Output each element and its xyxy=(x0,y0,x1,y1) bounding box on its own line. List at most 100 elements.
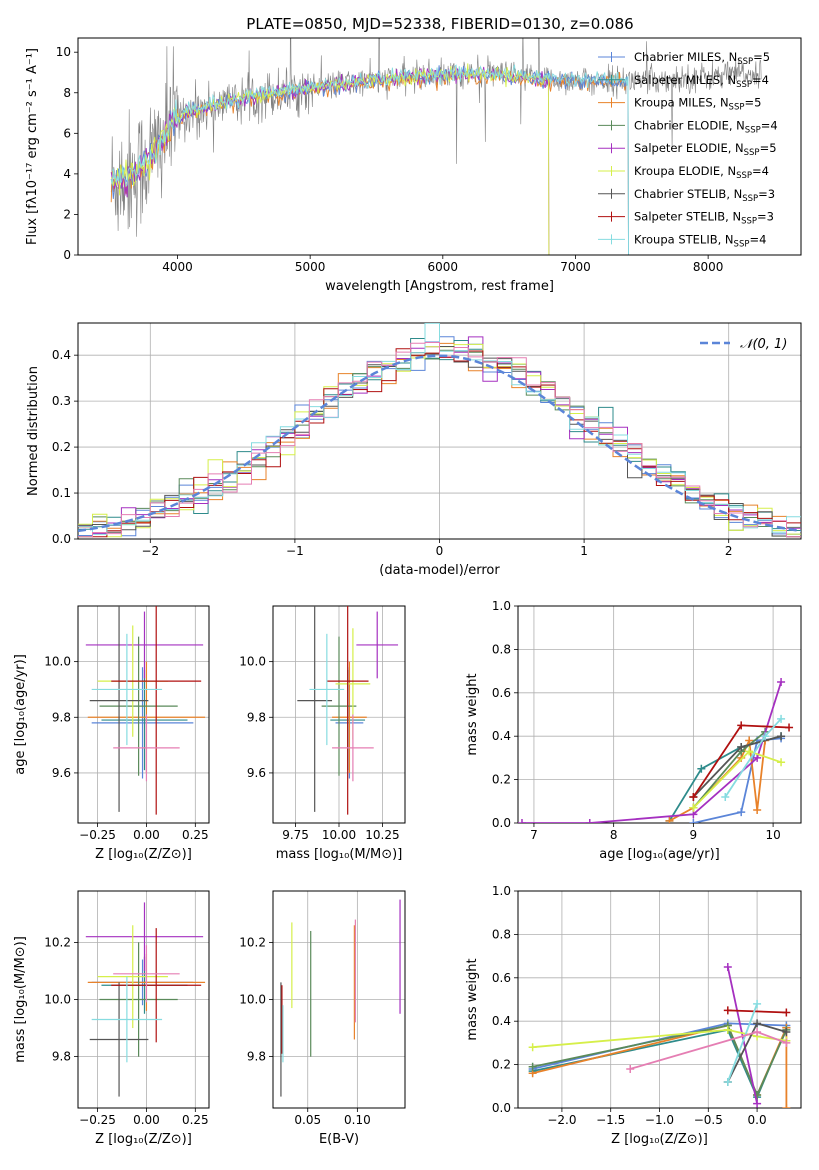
y-tick-label: 4 xyxy=(63,167,71,181)
weight-line-kroupa_elodie xyxy=(532,1028,787,1049)
x-tick-label: 0.0 xyxy=(748,1113,767,1127)
weight-marker xyxy=(689,819,698,823)
x-tick-label: −1.5 xyxy=(596,1113,625,1127)
weight-marker xyxy=(626,1064,635,1073)
x-axis-label: Z [log₁₀(Z/Z⊙)] xyxy=(95,1132,192,1147)
y-tick-label: 0.6 xyxy=(492,686,511,700)
x-tick-label: 0 xyxy=(436,544,444,558)
x-tick-label: 6000 xyxy=(428,260,459,274)
weight-marker xyxy=(665,816,674,823)
axes-frame xyxy=(517,890,802,1109)
model-spectrum-kroupa_elodie xyxy=(110,63,550,255)
residuals-plot-area xyxy=(78,323,801,538)
y-tick-label: 9.6 xyxy=(247,766,266,780)
y-tick-label: 6 xyxy=(63,126,71,140)
weight-marker xyxy=(689,803,698,812)
spectrum-plot-area xyxy=(110,38,762,255)
weight-marker xyxy=(745,747,754,756)
y-axis-label: mass weight xyxy=(465,958,480,1040)
legend-label: Kroupa ELODIE, NSSP=4 xyxy=(634,164,769,181)
legend-label: Salpeter STELIB, NSSP=3 xyxy=(634,210,774,227)
weight-marker xyxy=(753,999,762,1008)
weight-marker xyxy=(689,792,698,801)
y-tick-label: 0.2 xyxy=(52,440,71,454)
mass-vs-EBV-panel: 0.05 0.10 9.8 10.0 10.2 E(B-V) xyxy=(239,890,406,1147)
x-tick-label: 7000 xyxy=(560,260,591,274)
figure-title: PLATE=0850, MJD=52338, FIBERID=0130, z=0… xyxy=(246,15,633,33)
weight-marker xyxy=(785,723,794,732)
y-tick-label: 9.8 xyxy=(52,710,71,724)
axes-frame xyxy=(77,890,210,1109)
x-tick-label: −2.0 xyxy=(547,1113,576,1127)
y-tick-label: 0.3 xyxy=(52,394,71,408)
x-tick-label: 0.25 xyxy=(182,1113,209,1127)
model-spectrum-chabrier_miles xyxy=(110,65,629,255)
legend-label: Chabrier MILES, NSSP=5 xyxy=(634,50,770,67)
age-vs-Z-panel: −0.25 0.00 0.25 9.6 9.8 10.0 Z [log₁₀(Z/Z⊙)] ag… xyxy=(13,605,210,862)
weight-marker xyxy=(753,1019,762,1028)
x-tick-label: −0.5 xyxy=(694,1113,723,1127)
axes-frame xyxy=(517,605,802,824)
weight-marker xyxy=(697,764,706,773)
x-tick-label: 9 xyxy=(690,828,698,842)
residual-histogram-pink xyxy=(78,342,801,538)
weight-marker xyxy=(753,753,762,762)
legend-label: Chabrier STELIB, NSSP=3 xyxy=(634,187,775,204)
y-tick-label: 0.4 xyxy=(492,729,511,743)
x-tick-label: −1 xyxy=(286,544,304,558)
x-tick-label: 2 xyxy=(725,544,733,558)
weight-marker xyxy=(518,819,526,823)
weight-marker xyxy=(753,1099,762,1108)
weight-marker xyxy=(761,732,770,741)
legend-label: Kroupa MILES, NSSP=5 xyxy=(634,96,761,113)
y-tick-label: 10.0 xyxy=(44,655,71,669)
age-vs-Z-plot-area xyxy=(85,606,206,815)
y-tick-label: 2 xyxy=(63,207,71,221)
y-tick-label: 0.0 xyxy=(52,532,71,546)
weight-line-kroupa_stelib xyxy=(726,1003,758,1083)
model-spectrum-kroupa_miles xyxy=(110,66,629,255)
age-vs-mass-panel: 9.75 10.00 10.25 9.6 9.8 10.0 mass [log₁₀(M/M⊙… xyxy=(239,605,406,862)
weight-vs-Z-plot-area xyxy=(528,962,791,1108)
y-tick-label: 9.8 xyxy=(247,1050,266,1064)
spectrum-panel: 4000 5000 6000 7000 8000 0 2 4 6 8 10 wavelength [A… xyxy=(25,37,802,294)
x-tick-label: 0.25 xyxy=(182,828,209,842)
weight-marker xyxy=(777,677,786,686)
x-tick-label: 0.10 xyxy=(344,1113,371,1127)
y-tick-label: 9.6 xyxy=(52,766,71,780)
x-axis-label: (data-model)/error xyxy=(379,563,500,578)
residual-histogram-kroupa_stelib xyxy=(78,323,801,535)
x-tick-label: −2 xyxy=(141,544,159,558)
weight-marker xyxy=(782,1028,791,1037)
weight-marker xyxy=(737,743,746,752)
y-tick-label: 0 xyxy=(63,248,71,262)
x-axis-label: age [log₁₀(age/yr)] xyxy=(599,847,720,862)
weight-marker xyxy=(585,819,594,823)
y-axis-label: mass weight xyxy=(465,673,480,755)
weight-marker xyxy=(753,805,762,814)
x-tick-label: 1 xyxy=(580,544,588,558)
weight-marker xyxy=(723,1006,732,1015)
y-tick-label: 9.8 xyxy=(52,1050,71,1064)
weight-marker xyxy=(782,1008,791,1017)
weight-vs-age-panel: 7 8 9 10 0.0 0.2 0.4 0.6 0.8 1.0 age [log₁₀(age/yr… xyxy=(465,599,802,862)
y-tick-label: 8 xyxy=(63,86,71,100)
axes-frame xyxy=(77,605,210,824)
y-tick-label: 0.6 xyxy=(492,971,511,985)
x-tick-label: 5000 xyxy=(295,260,326,274)
weight-marker xyxy=(528,1062,537,1071)
weight-marker xyxy=(777,732,786,741)
y-tick-label: 0.8 xyxy=(492,642,511,656)
x-tick-label: 0.00 xyxy=(133,828,160,842)
weight-vs-age-plot-area xyxy=(518,677,794,823)
y-tick-label: 1.0 xyxy=(492,599,511,613)
weight-vs-Z-panel: −2.0 −1.5 −1.0 −0.5 0.0 0.0 0.2 0.4 0.6 0.8 1.0 Z [… xyxy=(465,884,802,1147)
x-tick-label: 10.25 xyxy=(365,828,399,842)
y-tick-label: 10.2 xyxy=(44,935,71,949)
x-axis-label: mass [log₁₀(M/M⊙)] xyxy=(276,847,403,862)
y-tick-label: 0.1 xyxy=(52,486,71,500)
legend-label-normal: 𝒩(0, 1) xyxy=(740,337,787,352)
legend-label: Chabrier ELODIE, NSSP=4 xyxy=(634,118,778,135)
